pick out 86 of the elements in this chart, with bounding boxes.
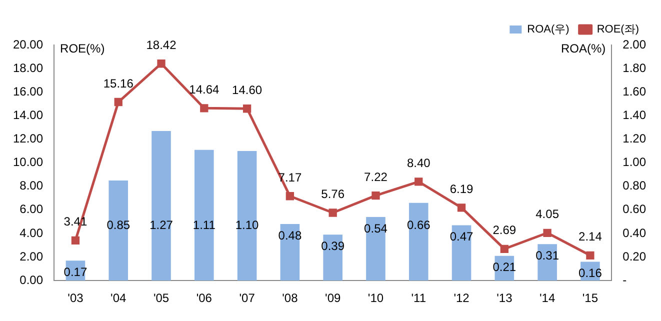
x-tick-label: '15 (582, 291, 598, 306)
x-tick-label: '05 (153, 291, 170, 306)
bar (366, 216, 386, 281)
y2-tick-label: 1.60 (622, 84, 646, 98)
x-tick-label: '10 (368, 291, 384, 306)
y-tick-label: 14.00 (13, 108, 44, 122)
bar (280, 224, 300, 281)
y2-axis-title: ROA(%) (560, 41, 606, 56)
x-tick-label: '11 (411, 291, 426, 306)
data-label: 4.05 (536, 207, 560, 222)
point (414, 178, 423, 186)
x-tick-label: '08 (282, 291, 298, 306)
data-label: 0.31 (536, 248, 560, 262)
point (242, 104, 252, 113)
x-tick-label: '09 (325, 291, 341, 306)
point (543, 228, 552, 237)
y2-tick-label: 0.60 (622, 202, 646, 216)
y-tick-label: 8.00 (20, 178, 44, 193)
x-tick-label: '13 (496, 291, 513, 306)
y-tick-label: 18.00 (13, 60, 44, 75)
bar (108, 180, 128, 281)
x-tick-label: '07 (239, 291, 256, 306)
data-label: 6.19 (450, 182, 474, 196)
legend-label: ROA(우) (527, 24, 570, 36)
data-label: 15.16 (103, 76, 134, 90)
data-label: 7.22 (364, 170, 388, 184)
data-label: 0.47 (450, 230, 474, 244)
data-label: 5.76 (321, 187, 345, 202)
data-label: 1.11 (192, 218, 216, 232)
data-label: 0.39 (321, 238, 345, 253)
bar (152, 130, 171, 281)
y-tick-label: 0.00 (20, 272, 44, 287)
y-tick-label: 2.00 (20, 249, 44, 264)
point (71, 236, 80, 245)
bar (323, 234, 342, 281)
y-axis-title: ROE(%) (60, 41, 105, 56)
data-label: 2.14 (578, 230, 602, 244)
data-label: 14.64 (189, 82, 220, 96)
y2-tick-label: 1.40 (622, 108, 646, 122)
y-tick-label: 12.00 (13, 132, 44, 146)
data-label: 0.54 (364, 221, 388, 236)
data-label: 1.10 (235, 218, 260, 232)
y2-tick-label: 0.80 (622, 178, 646, 193)
data-label: 1.27 (150, 218, 174, 232)
data-label: 8.40 (406, 156, 431, 170)
point (586, 251, 594, 260)
data-label: 18.42 (146, 38, 177, 52)
point (328, 208, 337, 217)
y2-tick-label: 1.80 (622, 60, 646, 75)
point (286, 192, 294, 200)
y-tick-label: 6.00 (20, 202, 44, 216)
x-tick-label: '14 (539, 291, 556, 306)
x-tick-label: '12 (454, 291, 470, 306)
data-label: 0.17 (64, 264, 88, 279)
data-label: 2.69 (492, 223, 516, 238)
x-tick-label: '03 (68, 291, 84, 306)
x-tick-label: '04 (110, 291, 127, 306)
y-tick-label: 20.00 (13, 37, 44, 52)
data-label: 0.66 (406, 218, 431, 232)
data-label: 0.21 (492, 260, 516, 274)
y2-tick-label: 0.40 (622, 226, 646, 240)
point (114, 98, 122, 106)
data-label: 0.85 (106, 218, 130, 232)
legend-label: ROE(좌) (596, 24, 640, 36)
y2-tick-label: 1.00 (622, 155, 646, 170)
data-label: 0.16 (578, 266, 602, 280)
y-tick-label: 16.00 (13, 84, 44, 98)
point (200, 104, 208, 112)
point (457, 204, 466, 212)
data-label: 14.60 (232, 82, 262, 97)
y2-tick-label: 1.20 (622, 132, 646, 146)
y-tick-label: 4.00 (20, 226, 44, 240)
y2-tick-label: 2.00 (622, 37, 646, 52)
data-label: 0.48 (278, 228, 302, 242)
y-tick-label: 10.00 (13, 155, 44, 170)
bar (538, 244, 557, 281)
y2-tick-label: - (622, 272, 627, 287)
x-tick-label: '06 (196, 291, 212, 306)
bar (194, 150, 214, 281)
bar (452, 225, 472, 281)
point (372, 191, 380, 200)
point (157, 60, 166, 68)
bar (408, 202, 428, 281)
bar (237, 151, 257, 281)
y2-tick-label: 0.20 (622, 249, 646, 264)
point (500, 244, 508, 253)
